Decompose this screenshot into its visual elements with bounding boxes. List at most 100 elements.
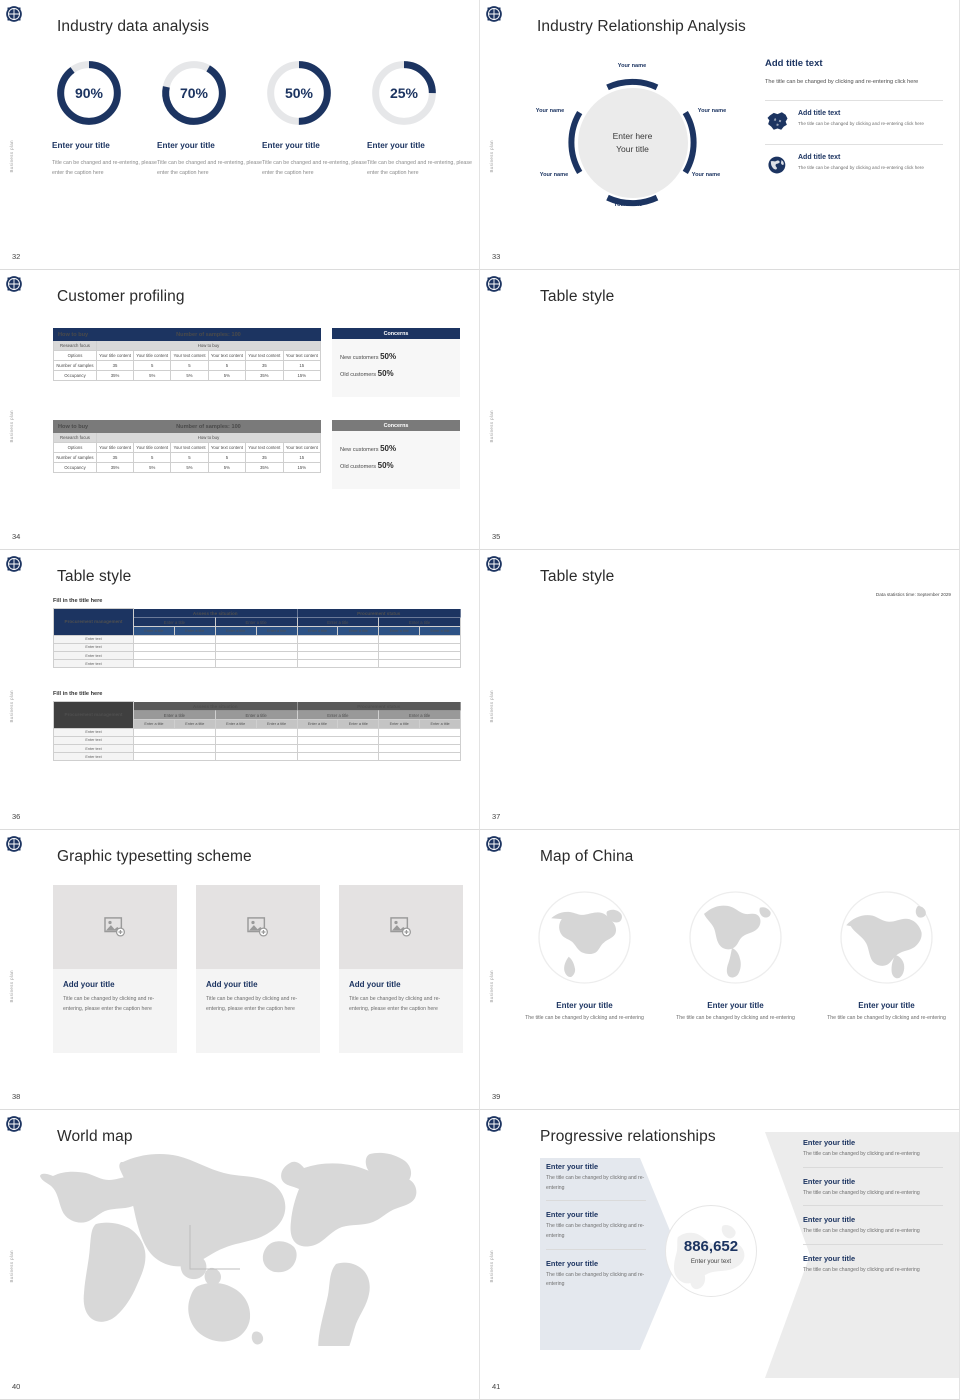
table-row: Enter text <box>53 727 461 737</box>
circle-arcs-icon <box>568 78 697 207</box>
donut-desc: Title can be changed and re-entering, pl… <box>52 160 157 176</box>
side-label: Business plan <box>489 140 494 173</box>
th-how-to-buy: How to buy <box>53 328 97 341</box>
progressive-right-column: Enter your title The title can be change… <box>803 1138 943 1292</box>
right-list-item: Add title text The title can be changed … <box>765 100 943 132</box>
hub-center: Enter here Your title <box>577 87 688 198</box>
th-sub: Enter a title <box>133 710 216 721</box>
th-leaf: Enter a title <box>133 719 175 729</box>
page-number: 41 <box>492 1382 501 1391</box>
cell: 5% <box>170 370 209 381</box>
slide-38[interactable]: Business plan Graphic typesetting scheme… <box>0 830 480 1110</box>
page-title: Table style <box>540 288 615 305</box>
image-placeholder[interactable] <box>339 885 463 969</box>
block-paragraph: The title can be changed by clicking and… <box>803 1189 920 1196</box>
item-paragraph: The title can be changed by clicking and… <box>798 121 924 127</box>
donut-desc: Title can be changed and re-entering, pl… <box>367 160 472 176</box>
td-how-to-buy: How to buy <box>95 432 322 443</box>
page-number: 36 <box>12 812 21 821</box>
table-row: Enter text <box>53 743 461 754</box>
concerns-panel-secondary: Concerns New customers 50% Old customers… <box>332 420 460 489</box>
cell: Your text content <box>207 442 247 453</box>
block-paragraph: The title can be changed by clicking and… <box>803 1267 920 1274</box>
cell: 5 <box>207 360 247 371</box>
cell: Your text content <box>245 442 284 453</box>
page-title: World map <box>57 1128 133 1145</box>
donut-desc: Title can be changed and re-entering, pl… <box>262 160 367 176</box>
page-title: Industry data analysis <box>57 18 210 35</box>
page-number: 34 <box>12 532 21 541</box>
cell: 35% <box>245 462 284 473</box>
image-card[interactable]: Add your title Title can be changed by c… <box>339 885 463 1053</box>
page-title: Customer profiling <box>57 288 185 305</box>
block-heading: Enter your title <box>803 1176 856 1186</box>
th-leaf: Enter a title <box>214 719 257 729</box>
cell: 15% <box>282 462 322 473</box>
th-corner: Procurement management <box>53 701 134 729</box>
cell: 5 <box>170 452 209 463</box>
cell: Your title content <box>95 442 135 453</box>
page-number: 35 <box>492 532 501 541</box>
slide-33[interactable]: Business plan Industry Relationship Anal… <box>480 0 960 270</box>
cell <box>214 642 298 652</box>
slide-32[interactable]: Business plan Industry data analysis 90%… <box>0 0 480 270</box>
cell <box>214 634 298 644</box>
slide-35[interactable]: Business plan Table style # project Cour… <box>480 270 960 550</box>
cell <box>133 659 216 669</box>
table-row: Enter text <box>53 735 461 745</box>
slide-39[interactable]: Business plan Map of China Enter your ti… <box>480 830 960 1110</box>
cell <box>214 752 298 762</box>
globe-paragraph: The title can be changed by clicking and… <box>676 1015 795 1021</box>
image-card[interactable]: Add your title Title can be changed by c… <box>53 885 177 1053</box>
progressive-left-column: Enter your title The title can be change… <box>546 1162 646 1306</box>
label: Old customers <box>340 463 377 470</box>
image-placeholder[interactable] <box>196 885 320 969</box>
row-label: Enter text <box>53 650 134 661</box>
th-leaf: Enter a title <box>419 626 461 636</box>
page-title: Industry Relationship Analysis <box>537 18 746 35</box>
block-paragraph: The title can be changed by clicking and… <box>803 1151 920 1157</box>
hub-line-1: Enter here <box>612 131 653 142</box>
card-paragraph: Title can be changed by clicking and re-… <box>63 996 155 1013</box>
image-placeholder[interactable] <box>53 885 177 969</box>
slide-36[interactable]: Business plan Table style Fill in the ti… <box>0 550 480 830</box>
cell <box>133 727 216 737</box>
cell: 5% <box>133 370 172 381</box>
block-heading: Enter your title <box>803 1215 856 1225</box>
image-card[interactable]: Add your title Title can be changed by c… <box>196 885 320 1053</box>
panel-line: Old customers 50% <box>340 458 452 475</box>
cell <box>296 650 380 661</box>
globe-europe-africa-icon <box>538 891 631 984</box>
th-leaf: Enter a title <box>419 719 461 729</box>
th-group-assess: Assess the situation <box>133 700 298 712</box>
th-sub: Enter a title <box>296 617 380 628</box>
cell: 35 <box>95 452 135 463</box>
cell <box>378 634 461 644</box>
th-leaf: Enter a title <box>296 626 339 636</box>
add-image-icon <box>247 917 269 937</box>
shield-globe-logo-icon <box>6 836 22 852</box>
th-sub: Enter a title <box>214 617 298 628</box>
cell: Your text content <box>170 350 209 361</box>
th-samples: Number of samples: 100 <box>95 328 322 341</box>
row-label: Enter text <box>53 743 134 754</box>
row-label: Occupancy <box>53 370 97 381</box>
slide-37[interactable]: Business plan Table style Data statistic… <box>480 550 960 830</box>
cell: Your title content <box>95 350 135 361</box>
block-heading: Enter your title <box>803 1254 856 1264</box>
panel-line: Old customers 50% <box>340 366 452 383</box>
table-row: Number of samples 35 5 5 5 35 15 <box>53 452 322 463</box>
cell <box>378 642 461 652</box>
row-label: Number of samples <box>53 360 97 371</box>
table-row: Enter text <box>53 634 461 644</box>
slide-41[interactable]: Business plan Progressive relationships … <box>480 1110 960 1400</box>
th-leaf: Enter a title <box>378 719 421 729</box>
slide-34[interactable]: Business plan Customer profiling How to … <box>0 270 480 550</box>
cell <box>214 659 298 669</box>
slide-40[interactable]: Business plan World map <box>0 1110 480 1400</box>
procurement-table-secondary: Procurement management Assess the situat… <box>53 700 461 762</box>
page-number: 37 <box>492 812 501 821</box>
block-heading: Enter your title <box>546 1210 599 1220</box>
progressive-block: Enter your title The title can be change… <box>803 1177 943 1207</box>
